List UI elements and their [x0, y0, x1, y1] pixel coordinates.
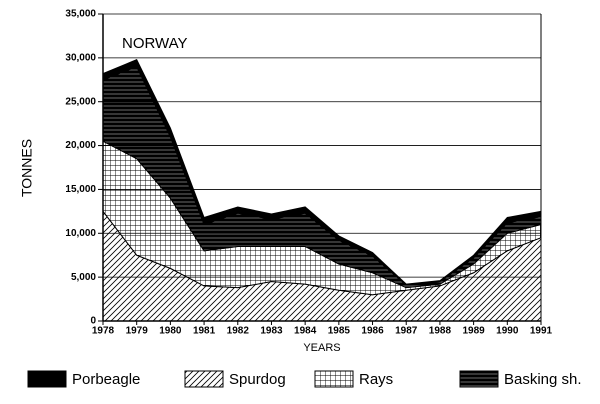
y-tick-label: 30,000 — [65, 52, 96, 63]
annotation: NORWAY — [122, 35, 188, 52]
legend-label: Basking sh. — [504, 371, 582, 388]
legend-label: Rays — [359, 371, 393, 388]
legend-label: Spurdog — [229, 371, 286, 388]
x-tick-label: 1978 — [92, 326, 115, 337]
x-tick-label: 1990 — [496, 326, 519, 337]
y-tick-label: 25,000 — [65, 96, 96, 107]
x-tick-label: 1987 — [395, 326, 418, 337]
y-tick-label: 5,000 — [71, 272, 96, 283]
x-axis-label: YEARS — [303, 342, 340, 354]
y-tick-label: 10,000 — [65, 228, 96, 239]
x-tick-label: 1981 — [193, 326, 216, 337]
x-tick-label: 1979 — [126, 326, 149, 337]
y-axis-label: TONNES — [19, 139, 35, 197]
x-tick-label: 1988 — [429, 326, 452, 337]
y-tick-label: 35,000 — [65, 9, 96, 20]
y-tick-label: 20,000 — [65, 140, 96, 151]
legend-swatch — [184, 370, 224, 388]
x-tick-label: 1985 — [328, 326, 351, 337]
x-tick-label: 1989 — [462, 326, 485, 337]
x-tick-label: 1984 — [294, 326, 317, 337]
legend-swatch — [314, 370, 354, 388]
x-tick-label: 1980 — [159, 326, 182, 337]
x-tick-label: 1982 — [227, 326, 250, 337]
legend-label: Porbeagle — [72, 371, 140, 388]
legend-swatch — [459, 370, 499, 388]
x-tick-label: 1986 — [361, 326, 384, 337]
x-tick-label: 1983 — [260, 326, 283, 337]
legend-swatch — [27, 370, 67, 388]
y-tick-label: 15,000 — [65, 184, 96, 195]
x-tick-label: 1991 — [530, 326, 553, 337]
y-tick-label: 0 — [90, 316, 96, 327]
